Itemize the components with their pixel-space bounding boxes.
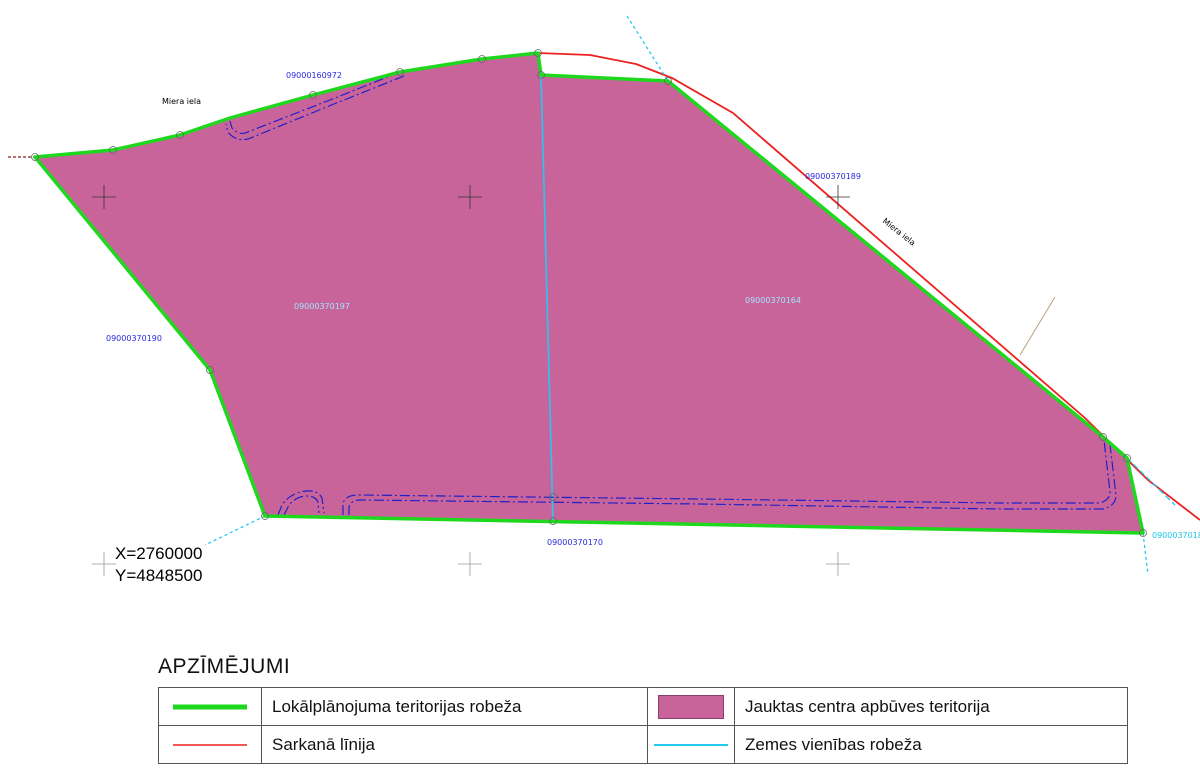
cyan-line-icon xyxy=(654,744,728,747)
red-line xyxy=(537,52,1200,521)
parcel-label: 09000370164 xyxy=(745,296,801,305)
coordinate-x: X=2760000 xyxy=(115,544,202,563)
legend-symbol-cell xyxy=(647,687,735,726)
parcel-label: 09000370170 xyxy=(547,538,603,547)
parcel-boundaries xyxy=(204,15,1176,576)
street-label: Miera iela xyxy=(162,97,201,106)
legend-symbol-cell xyxy=(647,725,735,764)
coordinate-y: Y=4848500 xyxy=(115,566,202,585)
mixed-center-zone-fill xyxy=(35,53,1143,533)
grid-crosses xyxy=(92,185,850,576)
legend-symbol-cell xyxy=(158,687,262,726)
vertex-markers xyxy=(31,49,1147,537)
parcel-label: 09000370197 xyxy=(294,302,350,311)
green-line-icon xyxy=(173,704,247,710)
legend-label: Sarkanā līnija xyxy=(261,725,648,764)
street-label: Miera iela xyxy=(881,216,917,247)
legend-label: Jauktas centra apbūves teritorija xyxy=(734,687,1128,726)
utility-line xyxy=(1019,296,1056,356)
legend-table: Lokālplānojuma teritorijas robeža Jaukta… xyxy=(158,687,1128,764)
local-plan-boundary xyxy=(33,51,1145,535)
parcel-label: 09000160972 xyxy=(286,71,342,80)
legend-label: Lokālplānojuma teritorijas robeža xyxy=(261,687,648,726)
parcel-label: 09000370180 xyxy=(1152,531,1200,540)
red-line-icon xyxy=(173,744,247,746)
legend-label: Zemes vienības robeža xyxy=(734,725,1128,764)
legend-symbol-cell xyxy=(158,725,262,764)
parcel-label: 09000370190 xyxy=(106,334,162,343)
parcel-label: 09000370189 xyxy=(805,172,861,181)
building-lines xyxy=(225,71,1117,516)
magenta-fill-swatch xyxy=(658,694,724,719)
legend-title: APZĪMĒJUMI xyxy=(158,655,291,678)
